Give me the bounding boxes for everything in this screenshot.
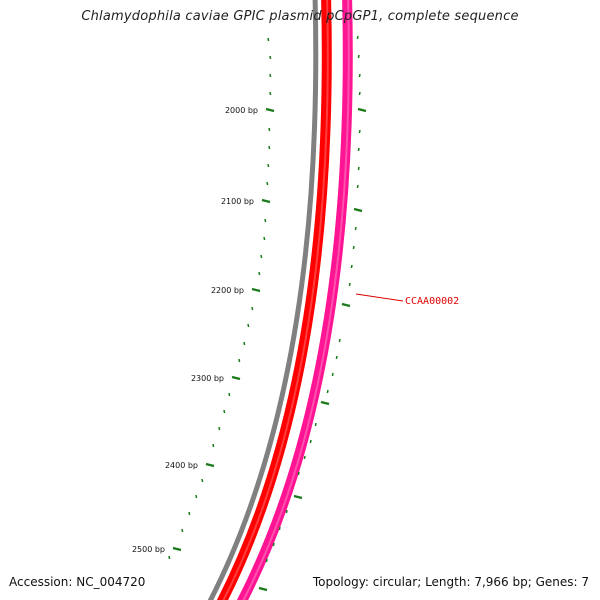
forward-gene-track [216, 0, 332, 600]
ruler-minor-tick [260, 254, 263, 259]
ruler-minor-tick [243, 341, 246, 346]
ruler-minor-tick [188, 511, 191, 516]
topology-summary: Topology: circular; Length: 7,966 bp; Ge… [312, 575, 589, 589]
ruler-minor-tick [181, 528, 184, 533]
ruler-minor-tick [269, 73, 272, 78]
ruler-minor-tick [238, 358, 241, 363]
outer-minor-tick [357, 54, 360, 59]
ruler-label: 2000 bp [225, 106, 258, 115]
outer-minor-tick [358, 91, 361, 96]
outer-minor-tick [356, 184, 359, 189]
reverse-gene-highlight [242, 0, 350, 600]
outer-minor-tick [338, 338, 341, 343]
ruler-minor-tick [218, 426, 221, 431]
ruler-label: 2500 bp [132, 545, 165, 554]
ruler-label: 2200 bp [211, 286, 244, 295]
ruler-minor-tick [267, 37, 270, 42]
outer-minor-tick [350, 264, 353, 269]
outer-minor-tick [357, 166, 360, 171]
outer-minor-tick [265, 558, 268, 563]
outer-minor-tick [278, 526, 281, 531]
gene-label-ccaa00002: CCAA00002 [405, 296, 459, 307]
ruler-minor-tick [195, 494, 198, 499]
outer-minor-tick [331, 372, 334, 377]
outer-minor-tick [335, 355, 338, 360]
ruler-label: 2400 bp [165, 461, 198, 470]
outer-minor-tick [357, 147, 360, 152]
outer-minor-tick [314, 422, 317, 427]
outer-minor-tick [303, 455, 306, 460]
outer-minor-tick [356, 35, 359, 40]
backbone-track [207, 0, 319, 600]
ruler-major-tick [205, 462, 215, 468]
gene-leader-line [355, 293, 404, 302]
ruler-minor-tick [269, 55, 272, 60]
ruler-label: 2100 bp [221, 197, 254, 206]
ruler-minor-tick [251, 306, 254, 311]
outer-major-tick [293, 494, 303, 500]
outer-major-tick [357, 107, 367, 113]
ruler-minor-tick [212, 443, 215, 448]
ruler-minor-tick [268, 127, 271, 132]
forward-gene-highlight [222, 0, 329, 600]
outer-minor-tick [272, 542, 275, 547]
outer-minor-tick [358, 129, 361, 134]
ruler-label: 2300 bp [191, 374, 224, 383]
ruler-minor-tick [263, 236, 266, 241]
ruler-minor-tick [264, 218, 267, 223]
ruler-minor-tick [258, 271, 261, 276]
ruler-major-tick [261, 198, 271, 204]
outer-minor-tick [348, 282, 351, 287]
outer-minor-tick [358, 73, 361, 78]
ruler-minor-tick [168, 555, 171, 560]
ruler-minor-tick [223, 409, 226, 414]
outer-major-tick [320, 400, 330, 406]
ruler-major-tick [172, 546, 182, 552]
outer-minor-tick [352, 245, 355, 250]
map-title: Chlamydophila caviae GPIC plasmid pCpGP1… [81, 9, 519, 24]
ruler-minor-tick [201, 478, 204, 483]
outer-minor-tick [285, 509, 288, 514]
outer-major-tick [353, 207, 363, 213]
ruler-major-tick [251, 287, 261, 293]
ruler-major-tick [231, 375, 241, 381]
outer-major-tick [258, 586, 268, 592]
ruler-minor-tick [269, 91, 272, 96]
ruler-major-tick [265, 107, 275, 113]
ruler-minor-tick [266, 181, 269, 186]
accession-label: Accession: NC_004720 [9, 575, 146, 589]
outer-minor-tick [297, 471, 300, 476]
ruler-minor-tick [267, 163, 270, 168]
outer-minor-tick [326, 389, 329, 394]
outer-minor-tick [354, 226, 357, 231]
ruler-minor-tick [228, 392, 231, 397]
ruler-minor-tick [268, 145, 271, 150]
ruler-minor-tick [247, 323, 250, 328]
outer-major-tick [341, 302, 351, 308]
outer-minor-tick [309, 439, 312, 444]
